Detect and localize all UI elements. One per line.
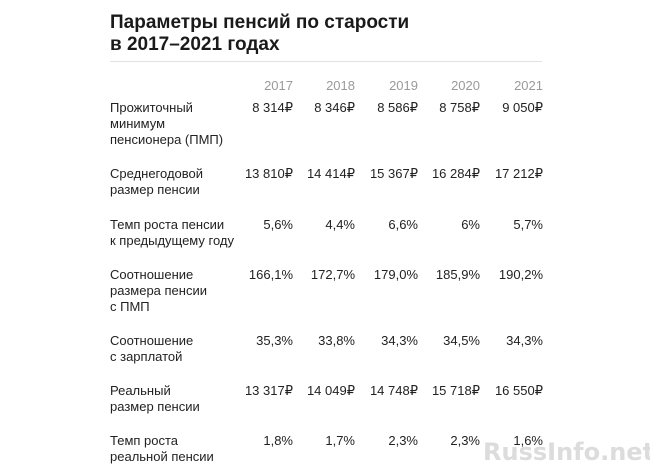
table-cell: 190,2% [498,267,543,282]
row-label-line: размер пенсии [110,399,200,414]
row-label-4: Соотношение размера пенсии с ПМП [110,267,245,315]
row-label-7: Темп роста реальной пенсии [110,433,245,465]
row-label-line: Соотношение [110,333,194,348]
row-label-line: с зарплатой [110,349,183,364]
table-cell: 35,3% [256,333,293,348]
chart-title-line-1: Параметры пенсий по старости [110,12,410,33]
row-label-line: Прожиточный [110,100,193,115]
chart-title: Параметры пенсий по старости в 2017–2021… [110,12,540,56]
row-label-line: Реальный [110,383,171,398]
table-cell: 14 748₽ [369,383,418,398]
table-cell: 1,6% [513,433,543,448]
table-cell: 34,5% [443,333,480,348]
table-cell: 5,7% [513,217,543,232]
row-label-line: с ПМП [110,299,150,314]
table-cell: 14 049₽ [306,383,355,398]
table-cell: 6,6% [388,217,418,232]
row-label-1: Прожиточный минимум пенсионера (ПМП) [110,100,245,148]
table-cell: 16 550₽ [494,383,543,398]
column-header-2017: 2017 [264,78,293,93]
table-cell: 8 314₽ [252,100,293,115]
row-label-line: Среднегодовой [110,166,204,181]
table-cell: 185,9% [435,267,480,282]
table-cell: 166,1% [248,267,293,282]
table-cell: 2,3% [450,433,480,448]
table-cell: 172,7% [310,267,355,282]
table-cell: 8 758₽ [439,100,480,115]
row-label-line: пенсионера (ПМП) [110,132,224,147]
column-header-2019: 2019 [389,78,418,93]
row-label-line: Темп роста пенсии [110,217,225,232]
table-cell: 15 367₽ [369,166,418,181]
table-cell: 33,8% [318,333,355,348]
table-cell: 17 212₽ [494,166,543,181]
row-label-line: к предыдущему году [110,233,234,248]
table-cell: 1,8% [263,433,293,448]
table-cell: 14 414₽ [306,166,355,181]
table-cell: 5,6% [263,217,293,232]
table-cell: 13 810₽ [244,166,293,181]
watermark: RussInfo.net [483,438,650,466]
table-cell: 13 317₽ [244,383,293,398]
row-label-line: реальной пенсии [110,449,214,464]
table-cell: 4,4% [325,217,355,232]
table-cell: 179,0% [373,267,418,282]
row-label-2: Среднегодовой размер пенсии [110,166,245,198]
row-label-6: Реальный размер пенсии [110,383,245,415]
table-cell: 8 586₽ [377,100,418,115]
title-divider [110,61,542,62]
column-header-2021: 2021 [514,78,543,93]
table-cell: 2,3% [388,433,418,448]
table-cell: 15 718₽ [431,383,480,398]
table-cell: 16 284₽ [431,166,480,181]
table-cell: 9 050₽ [502,100,543,115]
column-header-2020: 2020 [451,78,480,93]
row-label-3: Темп роста пенсии к предыдущему году [110,217,245,249]
row-label-5: Соотношение с зарплатой [110,333,245,365]
row-label-line: Темп роста [110,433,179,448]
row-label-line: размера пенсии [110,283,207,298]
chart-title-line-2: в 2017–2021 годах [110,34,280,55]
table-cell: 1,7% [325,433,355,448]
row-label-line: минимум [110,116,166,131]
table-cell: 6% [461,217,480,232]
column-header-2018: 2018 [326,78,355,93]
table-cell: 34,3% [506,333,543,348]
row-label-line: Соотношение [110,267,194,282]
table-cell: 8 346₽ [314,100,355,115]
row-label-line: размер пенсии [110,182,200,197]
table-cell: 34,3% [381,333,418,348]
